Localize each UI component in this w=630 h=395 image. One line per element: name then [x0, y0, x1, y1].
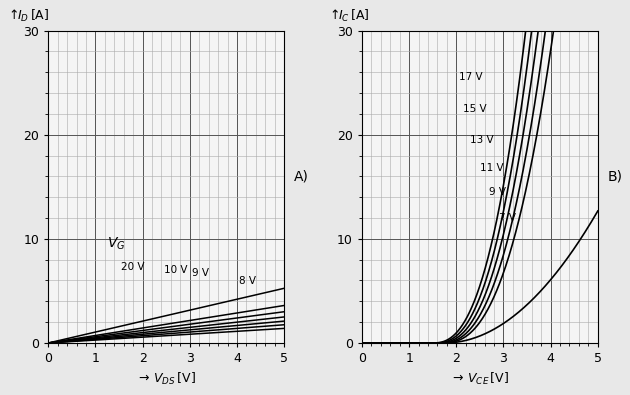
Text: 7 V: 7 V	[499, 213, 516, 223]
Text: A): A)	[294, 169, 309, 184]
Text: 10 V: 10 V	[164, 265, 187, 275]
Text: 9 V: 9 V	[192, 269, 209, 278]
Text: 8 V: 8 V	[239, 276, 256, 286]
Text: $V_G$: $V_G$	[107, 235, 126, 252]
Text: $\uparrow\!\!I_D\,\mathrm{[A]}$: $\uparrow\!\!I_D\,\mathrm{[A]}$	[6, 8, 49, 24]
Text: 9 V: 9 V	[490, 187, 507, 197]
Text: 13 V: 13 V	[471, 135, 494, 145]
Text: 17 V: 17 V	[459, 72, 483, 83]
Text: B): B)	[607, 169, 622, 184]
X-axis label: $\rightarrow\,V_{DS}\,\mathrm{[V]}$: $\rightarrow\,V_{DS}\,\mathrm{[V]}$	[136, 371, 196, 387]
Text: 20 V: 20 V	[122, 262, 145, 272]
Text: 11 V: 11 V	[480, 163, 503, 173]
X-axis label: $\rightarrow\,V_{CE}\,\mathrm{[V]}$: $\rightarrow\,V_{CE}\,\mathrm{[V]}$	[450, 371, 510, 387]
Text: $\uparrow\!\!I_C\,\mathrm{[A]}$: $\uparrow\!\!I_C\,\mathrm{[A]}$	[326, 8, 369, 24]
Text: 15 V: 15 V	[464, 103, 487, 114]
